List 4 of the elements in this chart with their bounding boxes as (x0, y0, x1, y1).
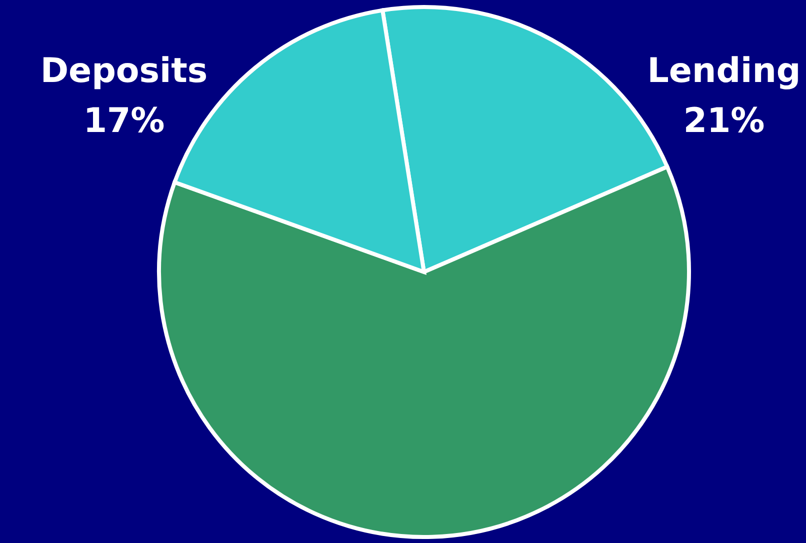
slice-label: Lending (647, 51, 801, 91)
data-label: 21% (683, 101, 765, 141)
data-label: 17% (83, 101, 165, 141)
slice-label: Deposits (40, 51, 208, 91)
